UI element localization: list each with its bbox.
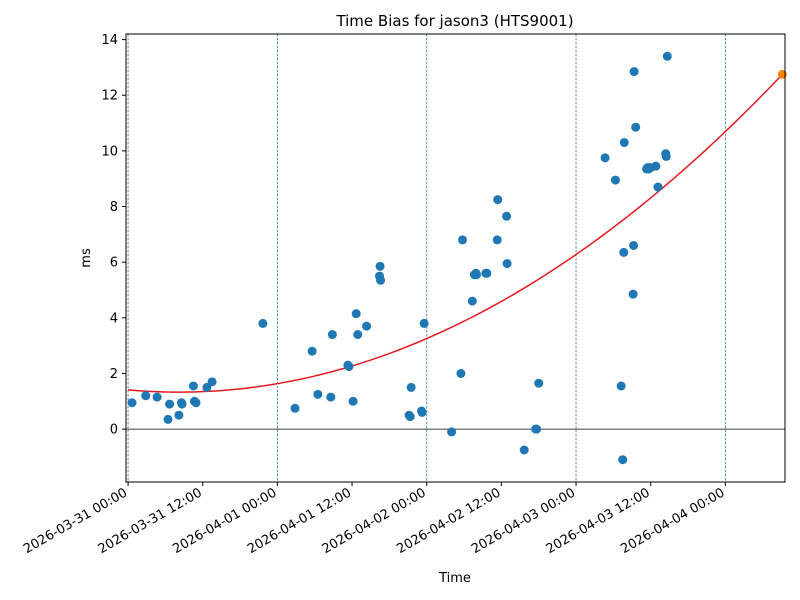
data-point — [662, 51, 672, 61]
data-point — [417, 407, 427, 417]
data-point — [519, 445, 529, 455]
data-point — [631, 122, 641, 132]
data-point — [532, 424, 542, 434]
data-point — [290, 403, 300, 413]
y-tick-label: 6 — [110, 256, 118, 271]
chart-title: Time Bias for jason3 (HTS9001) — [335, 12, 573, 30]
data-point — [327, 330, 337, 340]
data-point — [502, 211, 512, 221]
data-point — [482, 268, 492, 278]
y-axis-label: ms — [79, 248, 94, 268]
data-point — [447, 427, 457, 437]
data-point — [127, 398, 137, 408]
data-point — [177, 399, 187, 409]
data-point — [405, 412, 415, 422]
data-point — [351, 309, 361, 319]
y-tick-label: 4 — [110, 311, 118, 326]
data-point — [619, 138, 629, 148]
data-point — [165, 399, 175, 409]
data-point — [406, 382, 416, 392]
y-tick-label: 2 — [110, 367, 118, 382]
data-point — [375, 261, 385, 271]
prediction-point — [777, 69, 787, 79]
data-point — [628, 289, 638, 299]
data-point — [629, 240, 639, 250]
data-point — [534, 378, 544, 388]
plot-frame — [125, 33, 786, 483]
data-point — [353, 330, 363, 340]
data-point — [651, 161, 661, 171]
fit-curve — [128, 73, 783, 393]
data-point — [419, 318, 429, 328]
data-point — [141, 391, 151, 401]
data-point — [152, 392, 162, 402]
data-point — [376, 275, 386, 285]
data-point — [493, 195, 503, 205]
data-point — [629, 67, 639, 77]
data-point — [207, 377, 217, 387]
data-point — [362, 321, 372, 331]
data-point — [191, 398, 201, 408]
y-tick-label: 12 — [101, 89, 118, 104]
y-tick-label: 10 — [101, 144, 118, 159]
x-axis-label: Time — [438, 571, 471, 586]
data-point — [457, 235, 467, 245]
data-point — [344, 362, 354, 372]
data-point — [600, 153, 610, 163]
y-tick-label: 8 — [110, 200, 118, 215]
data-point — [174, 410, 184, 420]
y-tick-label: 0 — [110, 423, 118, 438]
data-point — [653, 182, 663, 192]
data-point — [163, 414, 173, 424]
plot-area — [126, 34, 787, 482]
data-point — [467, 296, 477, 306]
data-point — [307, 346, 317, 356]
y-tick-label: 14 — [101, 33, 118, 48]
data-point — [616, 381, 626, 391]
data-point — [348, 396, 358, 406]
data-point — [502, 259, 512, 269]
data-point — [313, 389, 323, 399]
data-point — [618, 455, 628, 465]
data-point — [326, 392, 336, 402]
data-point — [661, 151, 671, 161]
data-point — [492, 235, 502, 245]
data-point — [188, 381, 198, 391]
data-point — [471, 270, 481, 280]
data-point — [619, 247, 629, 257]
data-point — [610, 175, 620, 185]
data-point — [456, 368, 466, 378]
data-point — [258, 318, 268, 328]
